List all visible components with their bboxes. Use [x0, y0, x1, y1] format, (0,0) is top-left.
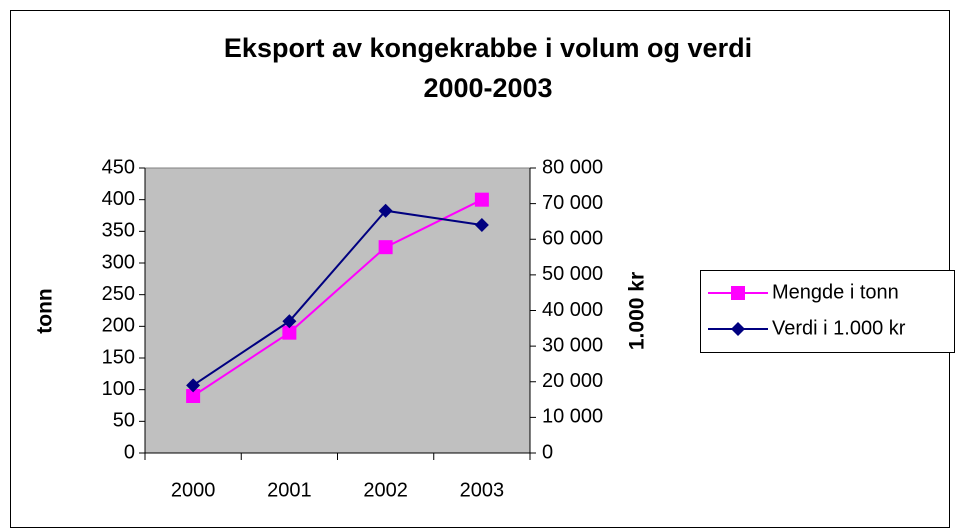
data-point: [474, 192, 489, 207]
y2-tick-label: 60 000: [542, 228, 603, 250]
y2-tick-label: 80 000: [542, 156, 603, 178]
x-tick-label: 2003: [460, 479, 505, 501]
plot-area: [144, 167, 531, 454]
series-line: [192, 198, 483, 397]
legend-box: [700, 270, 955, 353]
y-tick-label: 450: [102, 156, 135, 178]
y2-tick-label: 20 000: [542, 370, 603, 392]
y-axis-title: tonn: [34, 288, 57, 333]
y-tick-label: 150: [102, 346, 135, 368]
y-tick-label: 50: [113, 410, 135, 432]
data-point: [282, 314, 297, 329]
y-tick-label: 100: [102, 378, 135, 400]
series-line: [192, 209, 483, 387]
x-tick-label: 2002: [363, 479, 408, 501]
y-tick-label: 200: [102, 315, 135, 337]
y-tick-label: 0: [124, 441, 135, 463]
legend-label: Verdi i 1.000 kr: [772, 317, 906, 339]
data-point: [378, 203, 393, 218]
y2-tick-label: 50 000: [542, 263, 603, 285]
legend-marker: [731, 286, 745, 300]
x-tick-label: 2000: [171, 479, 216, 501]
y-tick-label: 300: [102, 251, 135, 273]
y2-tick-label: 30 000: [542, 334, 603, 356]
legend-marker: [731, 322, 745, 336]
y2-tick-label: 10 000: [542, 406, 603, 428]
y-tick-label: 350: [102, 220, 135, 242]
data-point: [282, 325, 297, 340]
y2-tick-label: 70 000: [542, 192, 603, 214]
chart-title: 2000-2003: [423, 73, 552, 103]
data-point: [378, 240, 393, 255]
y-tick-label: 250: [102, 283, 135, 305]
legend-label: Mengde i tonn: [772, 281, 899, 303]
x-tick-label: 2001: [267, 479, 312, 501]
chart-title: Eksport av kongekrabbe i volum og verdi: [224, 33, 752, 63]
data-point: [186, 389, 201, 403]
y-tick-label: 400: [102, 188, 135, 210]
data-point: [474, 218, 489, 232]
y2-axis-title: 1.000 kr: [626, 272, 649, 350]
y2-tick-label: 0: [542, 441, 553, 463]
y2-tick-label: 40 000: [542, 299, 603, 321]
data-point: [186, 378, 201, 393]
